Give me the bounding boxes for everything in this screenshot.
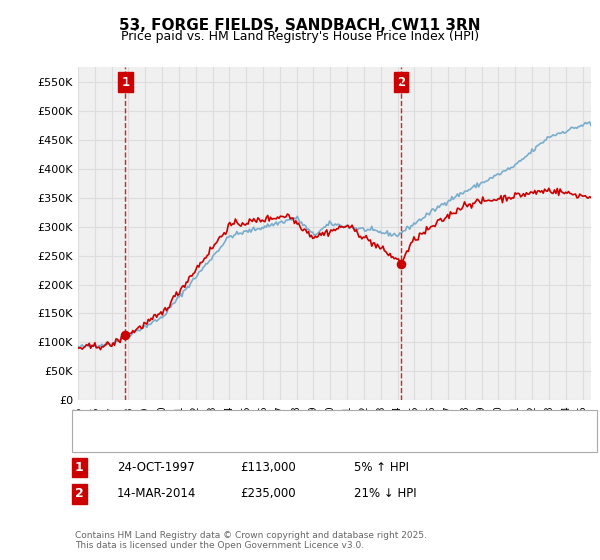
Text: 2: 2 <box>397 76 405 88</box>
Text: 53, FORGE FIELDS, SANDBACH, CW11 3RN: 53, FORGE FIELDS, SANDBACH, CW11 3RN <box>119 18 481 33</box>
Text: 24-OCT-1997: 24-OCT-1997 <box>117 461 195 474</box>
Point <box>121 330 130 339</box>
Text: —: — <box>81 414 97 428</box>
Text: 1: 1 <box>121 76 130 88</box>
Point <box>397 260 406 269</box>
Text: 1: 1 <box>75 461 84 474</box>
Text: Contains HM Land Registry data © Crown copyright and database right 2025.
This d: Contains HM Land Registry data © Crown c… <box>75 530 427 550</box>
Text: 2: 2 <box>75 487 84 501</box>
Text: 21% ↓ HPI: 21% ↓ HPI <box>354 487 416 501</box>
Text: 53, FORGE FIELDS, SANDBACH, CW11 3RN (detached house): 53, FORGE FIELDS, SANDBACH, CW11 3RN (de… <box>105 417 422 427</box>
Text: Price paid vs. HM Land Registry's House Price Index (HPI): Price paid vs. HM Land Registry's House … <box>121 30 479 43</box>
Text: £113,000: £113,000 <box>240 461 296 474</box>
Text: £235,000: £235,000 <box>240 487 296 501</box>
Text: —: — <box>81 432 97 446</box>
Text: HPI: Average price, detached house, Cheshire East: HPI: Average price, detached house, Ches… <box>105 435 370 445</box>
Text: 14-MAR-2014: 14-MAR-2014 <box>117 487 196 501</box>
Text: 5% ↑ HPI: 5% ↑ HPI <box>354 461 409 474</box>
